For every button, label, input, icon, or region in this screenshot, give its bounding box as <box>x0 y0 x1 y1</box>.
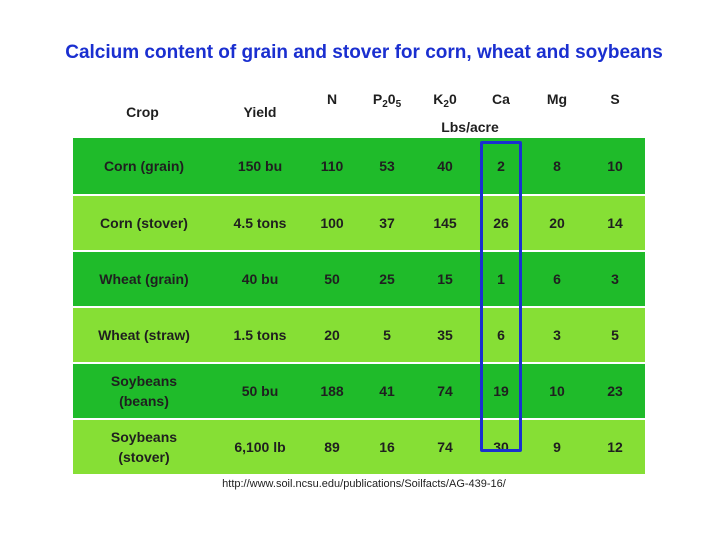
cell-crop: Corn (grain) <box>103 158 185 174</box>
cell-k2o: 74 <box>437 439 453 455</box>
table-row: Corn (stover) 4.5 tons 100 37 145 26 20 14 <box>73 194 645 250</box>
cell-n: 188 <box>320 383 344 399</box>
cell-yield: 4.5 tons <box>233 215 287 231</box>
units-label: Lbs/acre <box>441 119 499 135</box>
cell-ca: 19 <box>493 383 509 399</box>
cell-k2o: 35 <box>437 327 453 343</box>
header-ca: Ca <box>492 91 510 107</box>
header-n: N <box>326 91 338 107</box>
cell-mg: 6 <box>553 271 561 287</box>
cell-n: 110 <box>320 158 344 174</box>
calcium-column-highlight <box>480 141 522 452</box>
cell-n: 100 <box>320 215 344 231</box>
cell-mg: 8 <box>553 158 561 174</box>
cell-yield: 40 bu <box>241 271 279 287</box>
cell-ca: 1 <box>497 271 505 287</box>
cell-crop: Soybeans (beans) <box>110 373 178 409</box>
header-p-mid: 0 <box>387 91 396 107</box>
cell-p2o5: 41 <box>379 383 395 399</box>
table-row: Corn (grain) 150 bu 110 53 40 2 8 10 <box>73 138 645 194</box>
cell-yield: 6,100 lb <box>234 439 286 455</box>
table-row: Wheat (grain) 40 bu 50 25 15 1 6 3 <box>73 250 645 306</box>
data-table: Corn (grain) 150 bu 110 53 40 2 8 10 Corn (stove… <box>73 138 645 474</box>
header-k-end: 0 <box>448 91 457 107</box>
cell-yield: 150 bu <box>237 158 283 174</box>
cell-k2o: 40 <box>437 158 453 174</box>
source-url: http://www.soil.ncsu.edu/publications/So… <box>222 478 506 490</box>
header-s: S <box>610 91 620 107</box>
cell-s: 14 <box>607 215 623 231</box>
cell-s: 12 <box>607 439 623 455</box>
cell-crop: Wheat (straw) <box>98 327 190 343</box>
header-k2o: K20 <box>420 91 470 110</box>
cell-crop: Wheat (grain) <box>99 271 189 287</box>
cell-mg: 20 <box>549 215 565 231</box>
table-row: Soybeans (beans) 50 bu 188 41 74 19 10 23 <box>73 362 645 418</box>
cell-p2o5: 16 <box>379 439 395 455</box>
cell-p2o5: 37 <box>379 215 395 231</box>
cell-s: 3 <box>611 271 619 287</box>
cell-crop: Soybeans (stover) <box>110 429 178 465</box>
cell-mg: 10 <box>549 383 565 399</box>
cell-ca: 26 <box>493 215 509 231</box>
cell-mg: 9 <box>553 439 561 455</box>
cell-s: 5 <box>611 327 619 343</box>
header-p-sub1: 2 <box>382 99 388 110</box>
header-k-base: K <box>433 91 444 107</box>
cell-s: 10 <box>607 158 623 174</box>
cell-k2o: 145 <box>433 215 457 231</box>
cell-n: 89 <box>324 439 340 455</box>
cell-p2o5: 25 <box>379 271 395 287</box>
cell-n: 50 <box>324 271 340 287</box>
header-p2o5: P205 <box>360 91 414 110</box>
header-p-sub2: 5 <box>395 99 402 110</box>
cell-s: 23 <box>607 383 623 399</box>
header-crop: Crop <box>126 104 159 120</box>
cell-crop: Corn (stover) <box>100 215 188 231</box>
cell-n: 20 <box>324 327 340 343</box>
cell-yield: 1.5 tons <box>233 327 287 343</box>
header-yield: Yield <box>243 104 277 120</box>
cell-yield: 50 bu <box>241 383 279 399</box>
chart-title: Calcium content of grain and stover for … <box>65 42 663 63</box>
cell-k2o: 74 <box>437 383 453 399</box>
cell-ca: 2 <box>497 158 505 174</box>
table-row: Wheat (straw) 1.5 tons 20 5 35 6 3 5 <box>73 306 645 362</box>
cell-mg: 3 <box>553 327 561 343</box>
cell-p2o5: 5 <box>383 327 391 343</box>
header-k-sub: 2 <box>443 99 449 110</box>
table-row: Soybeans (stover) 6,100 lb 89 16 74 30 9 12 <box>73 418 645 474</box>
header-p-base: P <box>372 91 383 107</box>
cell-k2o: 15 <box>437 271 453 287</box>
cell-p2o5: 53 <box>379 158 395 174</box>
cell-ca: 6 <box>497 327 505 343</box>
header-mg: Mg <box>546 91 568 107</box>
